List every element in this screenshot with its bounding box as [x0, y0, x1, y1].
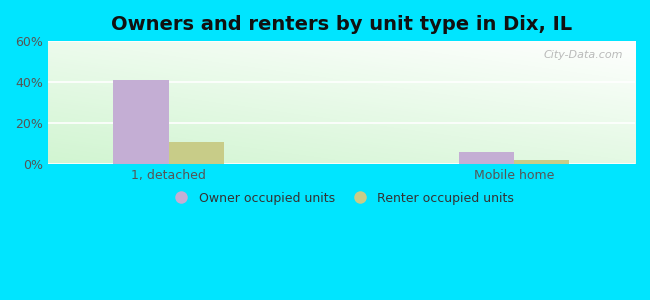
Text: City-Data.com: City-Data.com	[544, 50, 623, 60]
Bar	[514, 160, 569, 164]
Bar	[113, 80, 168, 164]
Bar	[459, 152, 514, 164]
Legend: Owner occupied units, Renter occupied units: Owner occupied units, Renter occupied un…	[164, 187, 519, 210]
Bar	[168, 142, 224, 164]
Title: Owners and renters by unit type in Dix, IL: Owners and renters by unit type in Dix, …	[111, 15, 572, 34]
